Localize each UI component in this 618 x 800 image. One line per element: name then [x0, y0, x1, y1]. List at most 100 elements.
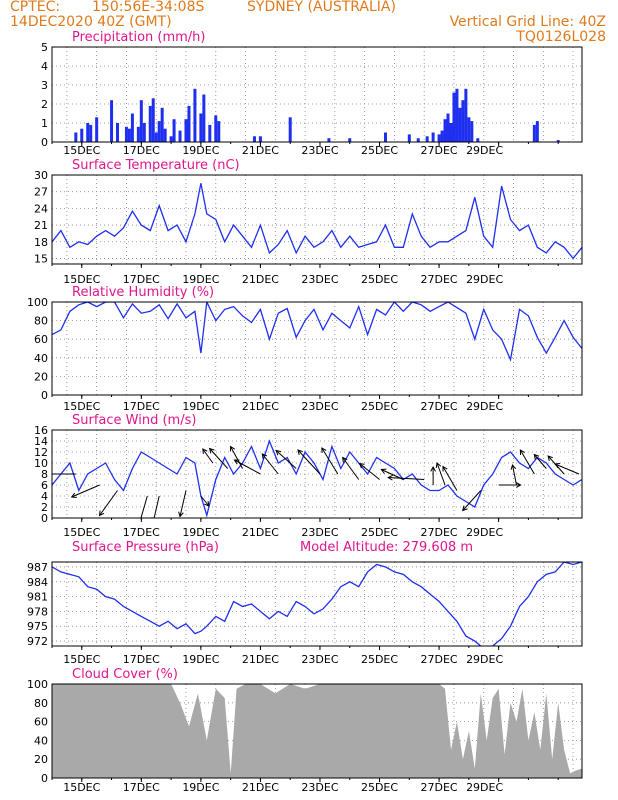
- precip-bar: [258, 136, 262, 142]
- x-tick-label: 17DEC: [123, 273, 160, 286]
- wind-arrow-head: [435, 462, 442, 469]
- wind-arrow-head: [387, 474, 393, 481]
- precip-bar: [142, 123, 146, 142]
- y-tick-label: 18: [34, 236, 48, 249]
- x-tick-label: 29DEC: [466, 273, 503, 286]
- y-tick-label: 30: [34, 169, 48, 182]
- x-tick-label: 25DEC: [361, 653, 398, 666]
- y-tick-label: 984: [27, 576, 48, 589]
- series-group: [52, 684, 582, 778]
- y-tick-label: 6: [41, 479, 48, 492]
- header-location: SYDNEY (AUSTRALIA): [247, 0, 396, 15]
- wind-arrow: [554, 463, 580, 475]
- series-line: [52, 439, 582, 518]
- precip-bar: [535, 121, 539, 142]
- wind-arrow: [209, 448, 229, 469]
- wind-arrow-head: [516, 482, 522, 488]
- precip-bar: [443, 119, 447, 142]
- x-tick-label: 27DEC: [421, 653, 458, 666]
- y-tick-label: 20: [34, 753, 48, 766]
- x-tick-label: 29DEC: [466, 526, 503, 539]
- panel-frame: [51, 174, 583, 265]
- y-tick-label: 4: [41, 490, 48, 503]
- wind-arrow-head: [380, 468, 387, 474]
- series-group: [52, 183, 582, 260]
- y-tick-label: 12: [34, 446, 48, 459]
- precip-bar: [151, 98, 155, 142]
- wind-arrow: [321, 447, 339, 475]
- precip-bar: [437, 134, 441, 142]
- y-tick-label: 2: [41, 98, 48, 111]
- x-tick-label: 21DEC: [242, 273, 279, 286]
- x-tick-label: 25DEC: [361, 526, 398, 539]
- y-tick-label: 975: [27, 620, 48, 633]
- precip-bar: [458, 107, 462, 142]
- precip-bar: [89, 124, 93, 142]
- x-tick-label: 17DEC: [123, 526, 160, 539]
- x-tick-label: 19DEC: [182, 781, 219, 794]
- cloud-area: [52, 684, 582, 778]
- wind-arrow-head: [261, 453, 268, 460]
- header-datetime: 14DEC2020 40Z (GMT): [10, 14, 172, 30]
- precip-bar: [425, 136, 429, 142]
- wind-arrow-head: [230, 445, 236, 452]
- wind-arrow-head: [321, 447, 327, 454]
- precip-bar: [116, 123, 120, 142]
- panel-title: Surface Wind (m/s): [72, 413, 196, 428]
- y-tick-label: 972: [27, 635, 48, 648]
- x-tick-label: 17DEC: [123, 781, 160, 794]
- wind-arrow: [99, 490, 118, 516]
- wind-arrow: [140, 495, 148, 518]
- y-tick-label: 40: [34, 352, 48, 365]
- x-tick-label: 19DEC: [182, 144, 219, 157]
- x-tick-label: 23DEC: [301, 273, 338, 286]
- series-line: [52, 562, 582, 646]
- wind-arrow: [234, 459, 261, 475]
- header-code: TQ0126L028: [516, 29, 606, 45]
- y-tick-label: 80: [34, 315, 48, 328]
- x-tick-label: 15DEC: [63, 526, 100, 539]
- x-tick-label: 23DEC: [301, 781, 338, 794]
- wind-arrow: [230, 446, 244, 469]
- wind-arrow-head: [342, 456, 348, 463]
- x-tick-label: 29DEC: [466, 653, 503, 666]
- wind-arrow-head: [138, 519, 143, 524]
- x-tick-label: 15DEC: [63, 144, 100, 157]
- panel-title: Relative Humidity (%): [72, 285, 214, 300]
- y-tick-label: 21: [34, 219, 48, 232]
- y-tick-label: 1: [41, 117, 48, 130]
- precip-bar: [476, 138, 480, 142]
- precip-bar: [208, 124, 212, 142]
- x-tick-label: 15DEC: [63, 400, 100, 413]
- panel-title: Surface Temperature (nC): [72, 158, 240, 173]
- wind-arrow: [202, 448, 214, 464]
- wind-arrow-head: [510, 463, 517, 470]
- y-tick-label: 60: [34, 333, 48, 346]
- y-tick-label: 16: [34, 424, 48, 437]
- wind-arrow-head: [204, 500, 210, 507]
- wind-arrow-head: [275, 449, 282, 456]
- x-tick-label: 21DEC: [242, 781, 279, 794]
- x-tick-label: 17DEC: [123, 400, 160, 413]
- wind-arrow: [512, 464, 517, 486]
- precip-bar: [148, 105, 152, 142]
- wind-arrow: [297, 449, 321, 475]
- x-tick-label: 27DEC: [421, 273, 458, 286]
- wind-arrow-head: [547, 455, 554, 461]
- wind-arrow-head: [533, 453, 540, 460]
- precip-bar: [160, 107, 164, 142]
- precip-bar: [407, 134, 411, 142]
- wind-arrow-head: [519, 449, 525, 456]
- series-group: [52, 439, 582, 524]
- wind-arrow-head: [233, 459, 240, 465]
- wind-arrow-head: [98, 510, 105, 517]
- x-tick-label: 19DEC: [182, 653, 219, 666]
- y-tick-label: 4: [41, 60, 48, 73]
- x-tick-label: 29DEC: [466, 781, 503, 794]
- precip-bar: [470, 121, 474, 142]
- panel-title: Surface Pressure (hPa): [72, 540, 219, 555]
- x-tick-label: 23DEC: [301, 400, 338, 413]
- wind-arrow-head: [178, 511, 184, 518]
- precip-bar: [455, 88, 459, 142]
